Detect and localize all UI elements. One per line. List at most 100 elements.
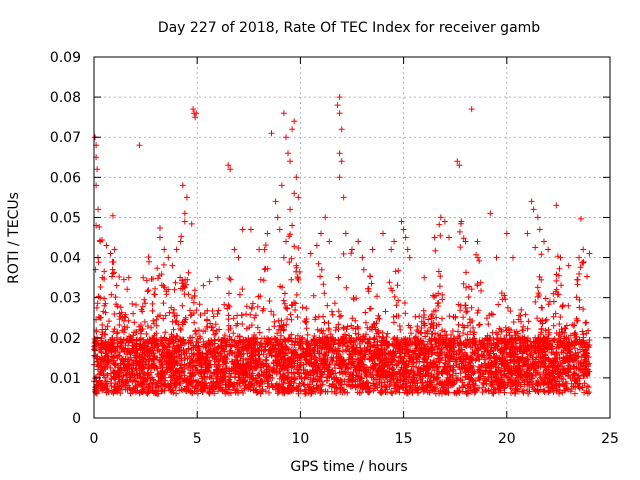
data-point <box>477 279 484 286</box>
data-point <box>294 314 301 320</box>
data-point <box>143 331 150 337</box>
data-point <box>110 259 117 265</box>
data-point <box>333 390 340 397</box>
data-point <box>303 305 310 312</box>
data-point <box>339 348 346 355</box>
data-point <box>236 291 243 298</box>
data-point <box>171 286 178 293</box>
data-point <box>104 323 111 330</box>
data-point <box>456 390 463 396</box>
data-point <box>569 321 576 328</box>
data-point <box>209 308 216 314</box>
data-point <box>327 331 334 338</box>
data-points <box>91 94 593 397</box>
data-point <box>266 298 273 304</box>
data-point <box>449 328 456 334</box>
data-point <box>212 321 219 328</box>
data-point <box>489 329 496 336</box>
data-point <box>343 284 350 291</box>
data-point <box>374 293 380 300</box>
data-point <box>340 250 347 257</box>
data-point <box>325 320 332 327</box>
data-point <box>579 363 586 370</box>
data-point <box>550 298 557 305</box>
data-point <box>141 318 148 325</box>
data-point <box>370 374 377 381</box>
data-point <box>101 295 108 302</box>
data-point <box>382 308 389 315</box>
data-point <box>204 317 210 324</box>
data-point <box>109 212 116 219</box>
data-point <box>191 319 198 326</box>
data-point <box>499 296 506 303</box>
data-point <box>170 326 177 333</box>
data-point <box>365 389 372 396</box>
data-point <box>324 302 331 309</box>
data-point <box>382 383 389 390</box>
data-point <box>392 268 399 275</box>
data-point <box>573 294 580 301</box>
data-point <box>237 383 244 389</box>
data-point <box>155 275 161 282</box>
data-point <box>187 307 193 314</box>
data-point <box>216 326 223 333</box>
data-point <box>495 301 502 308</box>
data-point <box>296 382 302 389</box>
data-point <box>100 308 107 315</box>
data-point <box>214 310 221 317</box>
data-point <box>176 387 183 394</box>
data-point <box>258 341 265 348</box>
data-point <box>317 343 324 349</box>
data-point <box>230 330 237 337</box>
data-point <box>562 325 569 332</box>
data-point <box>524 325 531 332</box>
data-point <box>557 314 564 320</box>
data-point <box>542 327 549 334</box>
data-point <box>104 372 111 378</box>
data-point <box>297 387 304 394</box>
data-point <box>567 352 574 359</box>
data-point <box>157 378 164 385</box>
data-point <box>390 336 397 343</box>
data-point <box>394 282 401 289</box>
data-point <box>125 317 132 324</box>
data-point <box>536 273 543 280</box>
data-point <box>474 352 481 359</box>
data-point <box>469 344 476 350</box>
data-point <box>152 285 158 292</box>
data-point <box>436 359 443 366</box>
data-point <box>247 311 254 318</box>
data-point <box>386 279 393 286</box>
data-point <box>192 327 199 334</box>
data-point <box>318 266 325 273</box>
data-point <box>518 306 525 313</box>
data-point <box>534 315 541 322</box>
data-point <box>302 319 309 326</box>
data-point <box>571 370 578 377</box>
data-point <box>460 235 467 242</box>
data-point <box>266 389 272 396</box>
data-point <box>427 324 434 331</box>
data-point <box>348 250 355 257</box>
data-point <box>554 253 561 260</box>
data-point <box>262 242 269 249</box>
data-point <box>111 311 118 317</box>
data-point <box>182 284 188 291</box>
data-point <box>545 356 552 363</box>
data-point <box>532 244 539 251</box>
data-point <box>556 265 563 272</box>
data-point <box>196 327 202 334</box>
data-point <box>558 282 565 289</box>
data-point <box>375 315 381 322</box>
data-point <box>260 277 267 284</box>
data-point <box>298 370 305 377</box>
data-point <box>534 284 541 291</box>
data-point <box>162 329 169 336</box>
data-point <box>460 314 467 321</box>
data-point <box>350 295 357 301</box>
data-point <box>173 332 180 339</box>
data-point <box>502 324 509 331</box>
data-point <box>148 380 154 387</box>
data-point <box>464 322 471 329</box>
data-point <box>579 328 586 335</box>
